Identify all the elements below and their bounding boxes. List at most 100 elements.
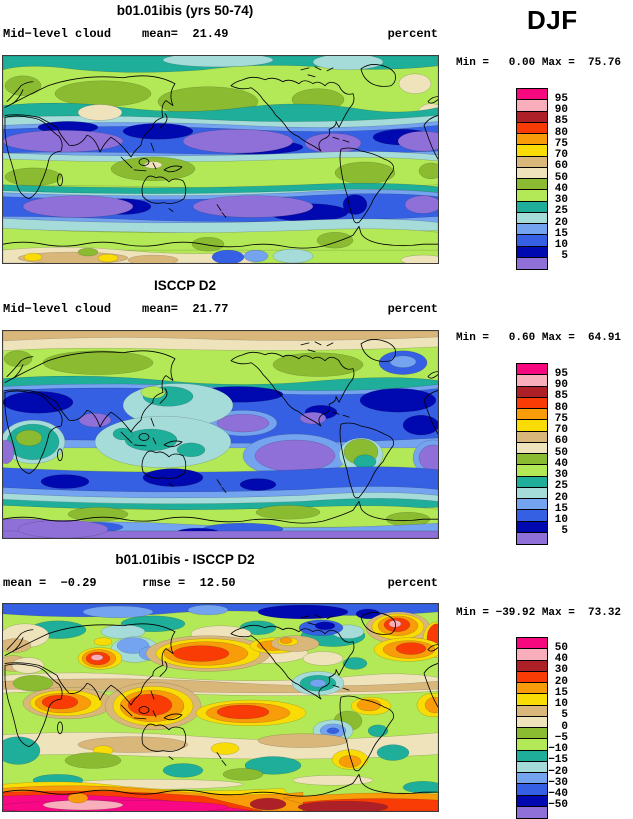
colorbar-tick-label: 20 <box>554 216 568 229</box>
colorbar-cell <box>517 499 547 511</box>
colorbar-cell <box>517 122 547 134</box>
colorbar-cell <box>517 134 547 146</box>
colorbar-tick-label: −40 <box>548 788 568 800</box>
colorbar-cell <box>517 532 547 544</box>
colorbar-cell <box>517 89 547 101</box>
colorbar-tick-label: 15 <box>554 502 568 515</box>
colorbar-cell <box>517 784 547 796</box>
panel3-minmax-stat: Min = −39.92 Max = 73.32 <box>456 607 622 619</box>
colorbar-cell <box>517 167 547 179</box>
panel1-title: b01.01ibis (yrs 50-74) <box>116 3 254 18</box>
colorbar-tick-label: 25 <box>554 205 568 218</box>
panel3-title: b01.01ibis - ISCCP D2 <box>115 552 255 567</box>
colorbar-cell <box>517 442 547 454</box>
colorbar-cell <box>517 638 547 650</box>
colorbar-cell <box>517 212 547 224</box>
colorbar-tick-label: 5 <box>561 525 568 538</box>
colorbar-tick-label: 50 <box>554 641 568 654</box>
colorbar-cell <box>517 649 547 661</box>
colorbar-tick-label: 75 <box>554 137 568 150</box>
colorbar-tick-label: 50 <box>554 446 568 459</box>
colorbar-tick-label: 80 <box>554 126 568 139</box>
colorbar-tick-label: 30 <box>554 469 568 481</box>
panel1-colorbar <box>516 88 548 270</box>
colorbar-cell <box>517 364 547 376</box>
colorbar-cell <box>517 806 547 818</box>
colorbar-cell <box>517 179 547 191</box>
colorbar-cell <box>517 246 547 258</box>
colorbar-cell <box>517 510 547 522</box>
panel3-mean-stat: mean = −0.29 <box>3 576 97 590</box>
panel1-variable-label: Mid−level cloud <box>3 27 112 41</box>
season-label: DJF <box>527 5 578 35</box>
colorbar-cell <box>517 420 547 432</box>
colorbar-tick-label: −20 <box>548 765 568 778</box>
colorbar-tick-label: 10 <box>554 698 568 710</box>
colorbar-tick-label: 70 <box>554 424 568 436</box>
colorbar-cell <box>517 705 547 717</box>
colorbar-cell <box>517 694 547 706</box>
colorbar-tick-label: −5 <box>554 731 568 744</box>
colorbar-tick-label: 50 <box>554 171 568 184</box>
colorbar-cell <box>517 728 547 740</box>
colorbar-tick-label: −50 <box>548 799 568 812</box>
colorbar-cell <box>517 190 547 202</box>
panel1-units-label: percent <box>387 27 438 41</box>
colorbar-cell <box>517 156 547 168</box>
colorbar-cell <box>517 476 547 488</box>
colorbar-cell <box>517 716 547 728</box>
panel3-stats-row: mean = −0.29 rmse = 12.50 percent <box>3 576 439 591</box>
colorbar-tick-label: 40 <box>554 653 568 665</box>
colorbar-tick-label: 5 <box>561 250 568 263</box>
colorbar-tick-label: 0 <box>561 720 568 733</box>
colorbar-tick-label: 30 <box>554 664 568 677</box>
panel2-colorbar <box>516 363 548 545</box>
colorbar-cell <box>517 257 547 269</box>
colorbar-cell <box>517 671 547 683</box>
colorbar-tick-label: 85 <box>554 390 568 403</box>
panel2-minmax-stat: Min = 0.60 Max = 64.91 <box>456 332 622 344</box>
panel2-colorbar-labels: 95 90 85 80 75 70 60 50 40 30 25 20 15 10 5 <box>549 363 568 543</box>
panel1-minmax-stat: Min = 0.00 Max = 75.76 <box>456 57 622 69</box>
colorbar-tick-label: 40 <box>554 457 568 470</box>
colorbar-cell <box>517 201 547 213</box>
colorbar-cell <box>517 235 547 247</box>
panel2-title: ISCCP D2 <box>153 278 217 293</box>
colorbar-cell <box>517 761 547 773</box>
colorbar-tick-label: 5 <box>561 709 568 722</box>
map-diff <box>2 603 439 812</box>
colorbar-tick-label: 85 <box>554 115 568 128</box>
map-model <box>2 55 439 264</box>
colorbar-tick-label: 95 <box>554 92 568 105</box>
panel1-stats-row: Mid−level cloud mean= 21.49 percent <box>3 27 439 42</box>
colorbar-cell <box>517 795 547 807</box>
colorbar-cell <box>517 224 547 236</box>
colorbar-cell <box>517 409 547 421</box>
colorbar-tick-label: 70 <box>554 149 568 161</box>
colorbar-cell <box>517 750 547 762</box>
panel2-stats-row: Mid−level cloud mean= 21.77 percent <box>3 302 439 317</box>
colorbar-tick-label: 75 <box>554 412 568 425</box>
colorbar-tick-label: 20 <box>554 491 568 504</box>
colorbar-tick-label: 90 <box>554 104 568 116</box>
colorbar-tick-label: 60 <box>554 435 568 448</box>
colorbar-tick-label: 15 <box>554 227 568 240</box>
colorbar-cell <box>517 397 547 409</box>
panel2-variable-label: Mid−level cloud <box>3 302 112 316</box>
colorbar-tick-label: 40 <box>554 182 568 195</box>
colorbar-cell <box>517 739 547 751</box>
colorbar-cell <box>517 100 547 112</box>
colorbar-tick-label: −10 <box>548 743 568 755</box>
colorbar-tick-label: −15 <box>548 754 568 767</box>
panel3-units-label: percent <box>387 576 438 590</box>
colorbar-tick-label: 80 <box>554 401 568 414</box>
colorbar-tick-label: 30 <box>554 194 568 206</box>
panel3-rmse-stat: rmse = 12.50 <box>142 576 236 590</box>
colorbar-tick-label: 10 <box>554 239 568 251</box>
panel2-mean-stat: mean= 21.77 <box>142 302 229 316</box>
colorbar-tick-label: −30 <box>548 776 568 789</box>
colorbar-cell <box>517 683 547 695</box>
colorbar-cell <box>517 375 547 387</box>
colorbar-tick-label: 15 <box>554 686 568 699</box>
panel2-units-label: percent <box>387 302 438 316</box>
